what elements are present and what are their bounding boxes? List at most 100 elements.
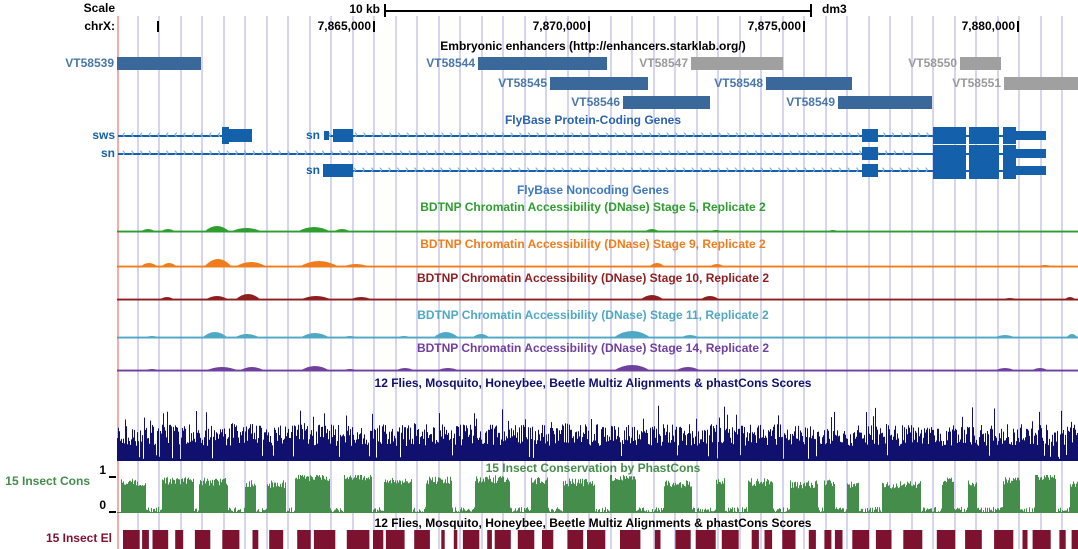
enhancer-label[interactable]: VT58549 [786, 95, 835, 109]
transcript-direction-arrows: ››››››››››››››››››››››››››››››››››››››››… [328, 129, 944, 141]
gridline [889, 16, 891, 549]
gridline [975, 16, 977, 549]
transcript-intron-line[interactable] [118, 153, 1046, 155]
exon-utr[interactable] [1016, 166, 1046, 175]
transcript-intron-line[interactable] [323, 170, 1046, 172]
gene-label[interactable]: sn [305, 128, 320, 142]
enhancer-bar-vt58544[interactable] [478, 57, 607, 70]
gridline [846, 16, 848, 549]
transcript-intron-line[interactable] [118, 135, 252, 137]
exon-tall[interactable] [1003, 145, 1016, 162]
enhancer-bar-vt58551[interactable] [1004, 77, 1078, 90]
scale-bar-length-label: 10 kb [349, 2, 380, 16]
track-title-embryonic-enhancers[interactable]: Embryonic enhancers (http://enhancers.st… [440, 39, 746, 53]
exon-tall[interactable] [1003, 162, 1016, 179]
transcript-intron-line[interactable] [324, 135, 1046, 137]
enhancer-label[interactable]: VT58551 [952, 76, 1001, 90]
enhancer-bar-vt58549[interactable] [838, 96, 932, 109]
gridline [953, 16, 956, 549]
track-title-dnase-stage11[interactable]: BDTNP Chromatin Accessibility (DNase) St… [417, 308, 769, 322]
dnase-signal-stage11[interactable] [117, 326, 1078, 341]
gene-label[interactable]: sn [100, 146, 115, 160]
exon-tall[interactable] [1003, 127, 1016, 144]
track-title-dnase-stage5[interactable]: BDTNP Chromatin Accessibility (DNase) St… [420, 200, 766, 214]
phastcons-histogram[interactable] [117, 475, 1078, 514]
track-title-dnase-stage9[interactable]: BDTNP Chromatin Accessibility (DNase) St… [420, 237, 766, 251]
phastcons-axis-max-label: 1 [99, 463, 106, 477]
insect-el-left-label: 15 Insect El [45, 531, 112, 545]
exon-cds[interactable] [229, 129, 252, 142]
exon-tall[interactable] [969, 145, 999, 162]
track-title-flybase-noncoding-genes[interactable]: FlyBase Noncoding Genes [516, 183, 670, 197]
gridline [609, 16, 612, 549]
gridline [824, 16, 827, 549]
enhancer-label[interactable]: VT58545 [498, 76, 547, 90]
phastcons-axis-max-tick [109, 476, 116, 478]
gridline [588, 16, 590, 549]
coordinate-tick [803, 21, 805, 32]
phastcons-axis-min-tick [109, 511, 116, 513]
enhancer-label[interactable]: VT58550 [908, 56, 957, 70]
gene-label[interactable]: sn [305, 163, 320, 177]
gridline [932, 16, 934, 549]
enhancer-label[interactable]: VT58539 [65, 56, 114, 70]
scale-bar-left-tick [384, 4, 386, 17]
enhancer-bar-vt58546[interactable] [623, 96, 710, 109]
gridline [330, 16, 332, 549]
gridline [545, 16, 547, 549]
phastcons-left-label: 15 Insect Cons [5, 474, 90, 488]
exon-utr[interactable] [1016, 149, 1046, 158]
enhancer-label[interactable]: VT58544 [426, 56, 475, 70]
assembly-label: dm3 [822, 2, 847, 16]
track-title-dnase-stage14[interactable]: BDTNP Chromatin Accessibility (DNase) St… [416, 341, 770, 355]
exon-tall[interactable] [933, 145, 966, 162]
dnase-signal-stage5[interactable] [117, 220, 1078, 235]
exon-tall[interactable] [969, 162, 999, 179]
track-title-flybase-protein-coding-genes[interactable]: FlyBase Protein-Coding Genes [504, 113, 682, 127]
gridline [416, 16, 418, 549]
enhancer-bar-vt58550[interactable] [960, 57, 1001, 70]
gridline [1018, 16, 1020, 549]
position-marker-line [117, 16, 119, 549]
enhancer-bar-vt58545[interactable] [550, 77, 648, 90]
dnase-signal-stage10[interactable] [117, 288, 1078, 303]
enhancer-label[interactable]: VT58546 [571, 95, 620, 109]
exon-cds[interactable] [323, 164, 353, 177]
dnase-signal-stage14[interactable] [117, 359, 1078, 374]
dnase-signal-stage9[interactable] [117, 255, 1078, 270]
exon-cds[interactable] [862, 129, 878, 142]
enhancer-label[interactable]: VT58548 [714, 76, 763, 90]
gridline [136, 16, 139, 549]
enhancer-bar-vt58548[interactable] [766, 77, 852, 90]
track-title-dnase-stage10[interactable]: BDTNP Chromatin Accessibility (DNase) St… [416, 271, 770, 285]
exon-tall[interactable] [969, 127, 999, 144]
coordinate-tick [157, 21, 159, 32]
track-title-multiz-alignments-bottom[interactable]: 12 Flies, Mosquito, Honeybee, Beetle Mul… [374, 516, 812, 530]
exon-cds[interactable] [862, 147, 878, 160]
track-title-phastcons[interactable]: 15 Insect Conservation by PhastCons [485, 461, 701, 475]
gene-label[interactable]: sws [92, 128, 115, 142]
gridline [566, 16, 569, 549]
exon-cds[interactable] [333, 129, 353, 142]
enhancer-bar-vt58539[interactable] [117, 57, 201, 70]
exon-utr[interactable] [324, 131, 329, 140]
enhancer-bar-vt58547[interactable] [691, 57, 783, 70]
coordinate-label: 7,865,000 [317, 19, 371, 33]
gridline [244, 16, 246, 549]
exon-tall[interactable] [222, 127, 229, 144]
gridline [373, 16, 375, 549]
gridline [781, 16, 784, 549]
exon-utr[interactable] [1016, 131, 1046, 140]
exon-cds[interactable] [862, 164, 878, 177]
gridline [480, 16, 483, 549]
multiz-conservation-histogram[interactable] [117, 393, 1078, 461]
exon-tall[interactable] [933, 162, 966, 179]
insect-el-conserved-elements[interactable] [117, 530, 1078, 549]
gridline [437, 16, 440, 549]
gridline [910, 16, 913, 549]
exon-tall[interactable] [933, 127, 966, 144]
transcript-direction-arrows: ››››››››››››››››››››››››››››››››››››››››… [122, 147, 920, 159]
track-title-multiz-alignments[interactable]: 12 Flies, Mosquito, Honeybee, Beetle Mul… [374, 376, 812, 390]
gridline [803, 16, 805, 549]
enhancer-label[interactable]: VT58547 [639, 56, 688, 70]
